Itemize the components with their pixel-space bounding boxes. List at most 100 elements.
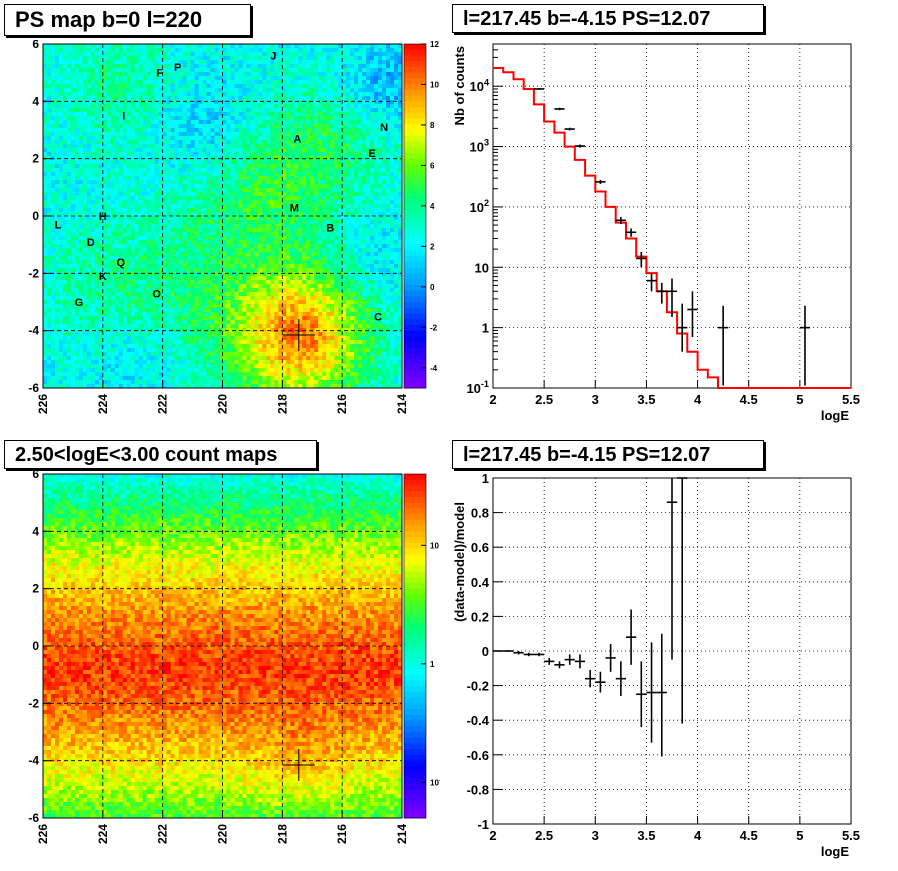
residuals-x-tick-label: 5 bbox=[796, 828, 803, 843]
spectrum-x-tick-label: 2 bbox=[489, 392, 496, 407]
spectrum-y-tick-label: 1 bbox=[482, 321, 489, 336]
ps-map-x-tick-label: 222 bbox=[156, 394, 170, 414]
residuals-x-tick-label: 2 bbox=[489, 828, 496, 843]
ps-map-x-tick-label: 218 bbox=[275, 394, 289, 414]
ps-map-colorbar-tick-label: 4 bbox=[430, 202, 435, 211]
ps-map-y-tick-label: -4 bbox=[28, 324, 39, 338]
count-map-colorbar bbox=[404, 474, 426, 819]
ps-map-colorbar-tick-label: 10 bbox=[430, 80, 439, 89]
residuals-y-tick-label: -0.8 bbox=[467, 782, 489, 797]
count-map-colorbar-tick-label: 1 bbox=[430, 660, 435, 669]
count-map-x-tick-label: 214 bbox=[395, 824, 409, 844]
ps-map-source-label: E bbox=[368, 148, 375, 160]
residuals-x-tick-label: 3.5 bbox=[637, 828, 655, 843]
count-map-title: 2.50<logE<3.00 count maps bbox=[4, 440, 317, 469]
ps-map-source-label: D bbox=[87, 237, 95, 249]
spectrum-y-tick-label: 10 bbox=[475, 260, 489, 275]
residuals-y-tick-label: -0.4 bbox=[467, 713, 490, 728]
count-map-y-tick-label: -6 bbox=[28, 811, 39, 825]
spectrum-x-tick-label: 3 bbox=[592, 392, 599, 407]
ps-map-colorbar-tick-label: 8 bbox=[430, 121, 435, 130]
ps-map-y-tick-label: 2 bbox=[32, 152, 39, 166]
ps-map-y-tick-label: 0 bbox=[32, 209, 39, 223]
count-map-y-tick-label: 2 bbox=[32, 582, 39, 596]
spectrum-model-line bbox=[493, 67, 851, 389]
count-map-colorbar-tick-label: 10 bbox=[430, 541, 439, 550]
ps-map-x-tick-label: 214 bbox=[395, 394, 409, 414]
count-map-x-tick-label: 220 bbox=[216, 824, 230, 844]
ps-map-source-label: H bbox=[99, 211, 107, 223]
ps-map-y-tick-label: 4 bbox=[32, 94, 39, 108]
ps-map-title: PS map b=0 l=220 bbox=[4, 4, 251, 36]
residuals-x-tick-label: 4.5 bbox=[740, 828, 758, 843]
spectrum-x-tick-label: 4 bbox=[694, 392, 702, 407]
count-map-y-tick-label: 4 bbox=[32, 524, 39, 538]
ps-map-source-label: O bbox=[152, 288, 161, 300]
ps-map-source-label: J bbox=[270, 50, 276, 62]
residuals-y-tick-label: 0.6 bbox=[471, 540, 489, 555]
ps-map-source-label: C bbox=[374, 311, 382, 323]
ps-map-colorbar-tick-label: -4 bbox=[430, 364, 438, 373]
ps-map-source-label: F bbox=[156, 68, 163, 80]
ps-map-colorbar bbox=[404, 44, 426, 389]
ps-map-source-label: B bbox=[326, 222, 334, 234]
ps-map-colorbar-tick-label: 2 bbox=[430, 242, 435, 251]
ps-map-pixels bbox=[43, 44, 403, 389]
ps-map-source-label: P bbox=[174, 62, 181, 74]
ps-map-colorbar-tick-label: 0 bbox=[430, 283, 435, 292]
count-map-x-tick-label: 218 bbox=[275, 824, 289, 844]
count-map-y-tick-label: -2 bbox=[28, 696, 39, 710]
residuals-x-axis-label: logE bbox=[821, 844, 849, 859]
ps-map-y-tick-label: -6 bbox=[28, 381, 39, 395]
ps-map-x-tick-label: 226 bbox=[36, 394, 50, 414]
residuals-y-tick-label: -0.6 bbox=[467, 748, 489, 763]
spectrum-x-tick-label: 3.5 bbox=[637, 392, 655, 407]
residuals-y-tick-label: 0 bbox=[482, 644, 489, 659]
ps-map-source-label: N bbox=[380, 122, 388, 134]
residuals-y-tick-label: 0.2 bbox=[471, 609, 489, 624]
count-map-y-tick-label: 0 bbox=[32, 639, 39, 653]
spectrum-y-tick-label: 102 bbox=[469, 198, 489, 215]
count-map-x-tick-label: 224 bbox=[96, 824, 110, 844]
count-map-heatmap: 226 224 222 220 218 216 214 6 4 2 0 -2 -4 -6 10 1 10-1 bbox=[28, 470, 440, 844]
count-map-y-tick-label: -4 bbox=[28, 754, 39, 768]
spectrum-x-tick-label: 5 bbox=[796, 392, 803, 407]
spectrum-x-tick-label: 4.5 bbox=[740, 392, 758, 407]
ps-map-heatmap: 226 224 222 220 218 216 214 6 4 2 0 -2 -4 -6 J F P I A N E M B… bbox=[28, 40, 439, 414]
spectrum-x-axis-label: logE bbox=[821, 408, 849, 423]
residuals-x-tick-label: 4 bbox=[694, 828, 702, 843]
count-map-x-tick-label: 226 bbox=[36, 824, 50, 844]
ps-map-source-label: I bbox=[122, 111, 125, 123]
ps-map-source-label: Q bbox=[117, 257, 126, 269]
ps-map-x-tick-label: 220 bbox=[216, 394, 230, 414]
residuals-title: l=217.45 b=-4.15 PS=12.07 bbox=[452, 440, 764, 469]
residuals-x-tick-label: 5.5 bbox=[842, 828, 860, 843]
ps-map-source-label: M bbox=[290, 202, 299, 214]
ps-map-colorbar-frame bbox=[403, 43, 427, 389]
ps-map-x-tick-label: 216 bbox=[335, 394, 349, 414]
spectrum-x-tick-label: 5.5 bbox=[842, 392, 860, 407]
spectrum-frame bbox=[492, 43, 852, 389]
ps-map-source-label: L bbox=[55, 220, 62, 232]
ps-map-colorbar-tick-label: 12 bbox=[430, 40, 439, 49]
count-map-x-tick-label: 222 bbox=[156, 824, 170, 844]
spectrum-y-axis-label: Nb of counts bbox=[452, 46, 467, 125]
residuals-y-tick-label: 0.8 bbox=[471, 506, 489, 521]
ps-map-colorbar-tick-label: 6 bbox=[430, 161, 435, 170]
residuals-plot: 2 2.5 3 3.5 4 4.5 5 5.5 1 0.8 0.6 0.4 0.2 0 -0.2 -0.4 -0… bbox=[452, 471, 860, 859]
ps-map-colorbar-tick-label: -2 bbox=[430, 323, 438, 332]
ps-map-y-tick-label: -2 bbox=[28, 266, 39, 280]
residuals-y-tick-label: 1 bbox=[482, 471, 489, 486]
spectrum-title: l=217.45 b=-4.15 PS=12.07 bbox=[452, 4, 764, 33]
ps-map-source-label: K bbox=[99, 271, 107, 283]
spectrum-y-tick-label: 103 bbox=[469, 138, 489, 155]
ps-map-y-tick-label: 6 bbox=[32, 40, 39, 51]
residuals-y-tick-label: 0.4 bbox=[471, 575, 490, 590]
count-map-colorbar-frame bbox=[403, 473, 427, 819]
ps-map-x-tick-label: 224 bbox=[96, 394, 110, 414]
residuals-y-tick-label: -0.2 bbox=[467, 679, 489, 694]
spectrum-x-tick-label: 2.5 bbox=[535, 392, 553, 407]
residuals-y-tick-label: -1 bbox=[477, 817, 489, 832]
ps-map-source-label: G bbox=[75, 297, 84, 309]
